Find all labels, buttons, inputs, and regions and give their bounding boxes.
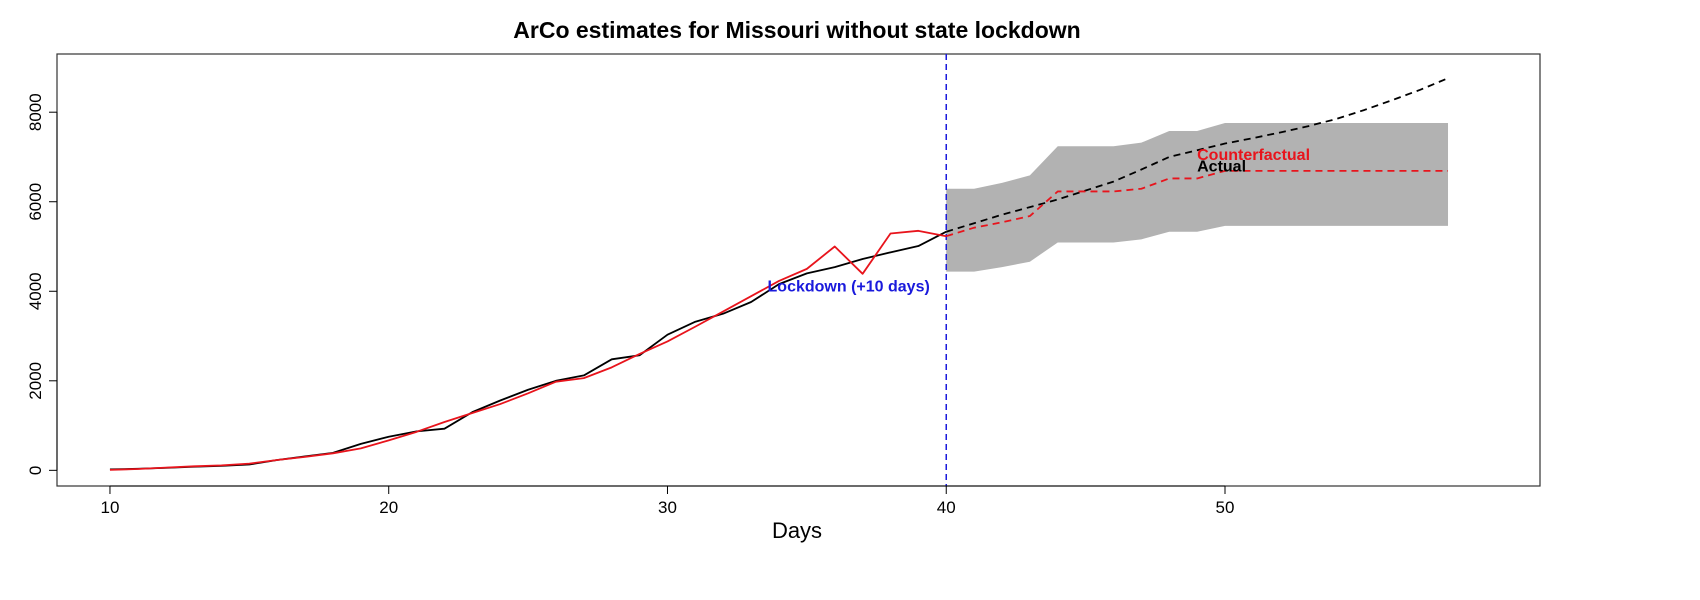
- series-layer: [109, 77, 1449, 471]
- x-tick-label: 20: [379, 498, 398, 517]
- y-tick-label: 0: [26, 466, 45, 475]
- series-line-actual-solid: [109, 230, 947, 471]
- y-tick-label: 8000: [26, 93, 45, 131]
- x-tick-label: 10: [101, 498, 120, 517]
- x-axis-title: Days: [772, 518, 822, 543]
- confidence-band: [946, 122, 1449, 272]
- series-line-counterfactual-solid: [109, 229, 947, 471]
- series-line-actual-dashed: [945, 77, 1449, 233]
- annotation-counterfactual: Counterfactual: [1197, 147, 1310, 164]
- annotation-lockdown-10-days: Lockdown (+10 days): [768, 279, 930, 296]
- x-tick-label: 40: [937, 498, 956, 517]
- series-line-counterfactual-dashed: [945, 169, 1449, 238]
- x-tick-label: 30: [658, 498, 677, 517]
- annotation-actual: Actual: [1197, 158, 1246, 175]
- confidence-band-layer: [946, 122, 1449, 272]
- plot-frame: [56, 53, 1541, 487]
- axes-layer: 10 20 30 40 50 0 2000 4000 6000 8000: [26, 93, 1234, 517]
- y-tick-label: 6000: [26, 183, 45, 221]
- chart-title: ArCo estimates for Missouri without stat…: [513, 17, 1080, 43]
- x-tick-label: 50: [1216, 498, 1235, 517]
- y-tick-label: 2000: [26, 362, 45, 400]
- y-tick-label: 4000: [26, 272, 45, 310]
